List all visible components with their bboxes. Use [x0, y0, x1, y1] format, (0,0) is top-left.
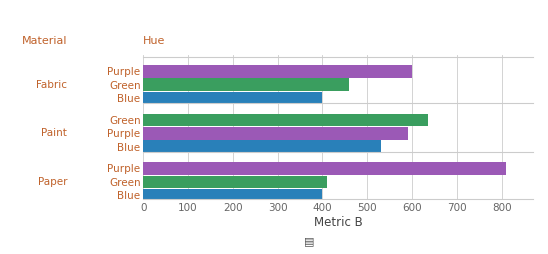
- Text: Hue: Hue: [144, 36, 165, 46]
- Text: Fabric: Fabric: [36, 80, 67, 90]
- Bar: [144, 140, 381, 153]
- Bar: [144, 189, 322, 201]
- Bar: [144, 114, 428, 126]
- Bar: [144, 92, 322, 104]
- Text: Paper: Paper: [38, 177, 67, 187]
- Bar: [144, 176, 327, 188]
- Text: ▤: ▤: [304, 236, 315, 246]
- X-axis label: Metric B: Metric B: [314, 216, 363, 229]
- Bar: [144, 78, 350, 91]
- Text: Material: Material: [22, 36, 67, 46]
- Text: Paint: Paint: [42, 128, 67, 138]
- Bar: [144, 127, 408, 139]
- Bar: [144, 162, 506, 175]
- Bar: [144, 65, 412, 77]
